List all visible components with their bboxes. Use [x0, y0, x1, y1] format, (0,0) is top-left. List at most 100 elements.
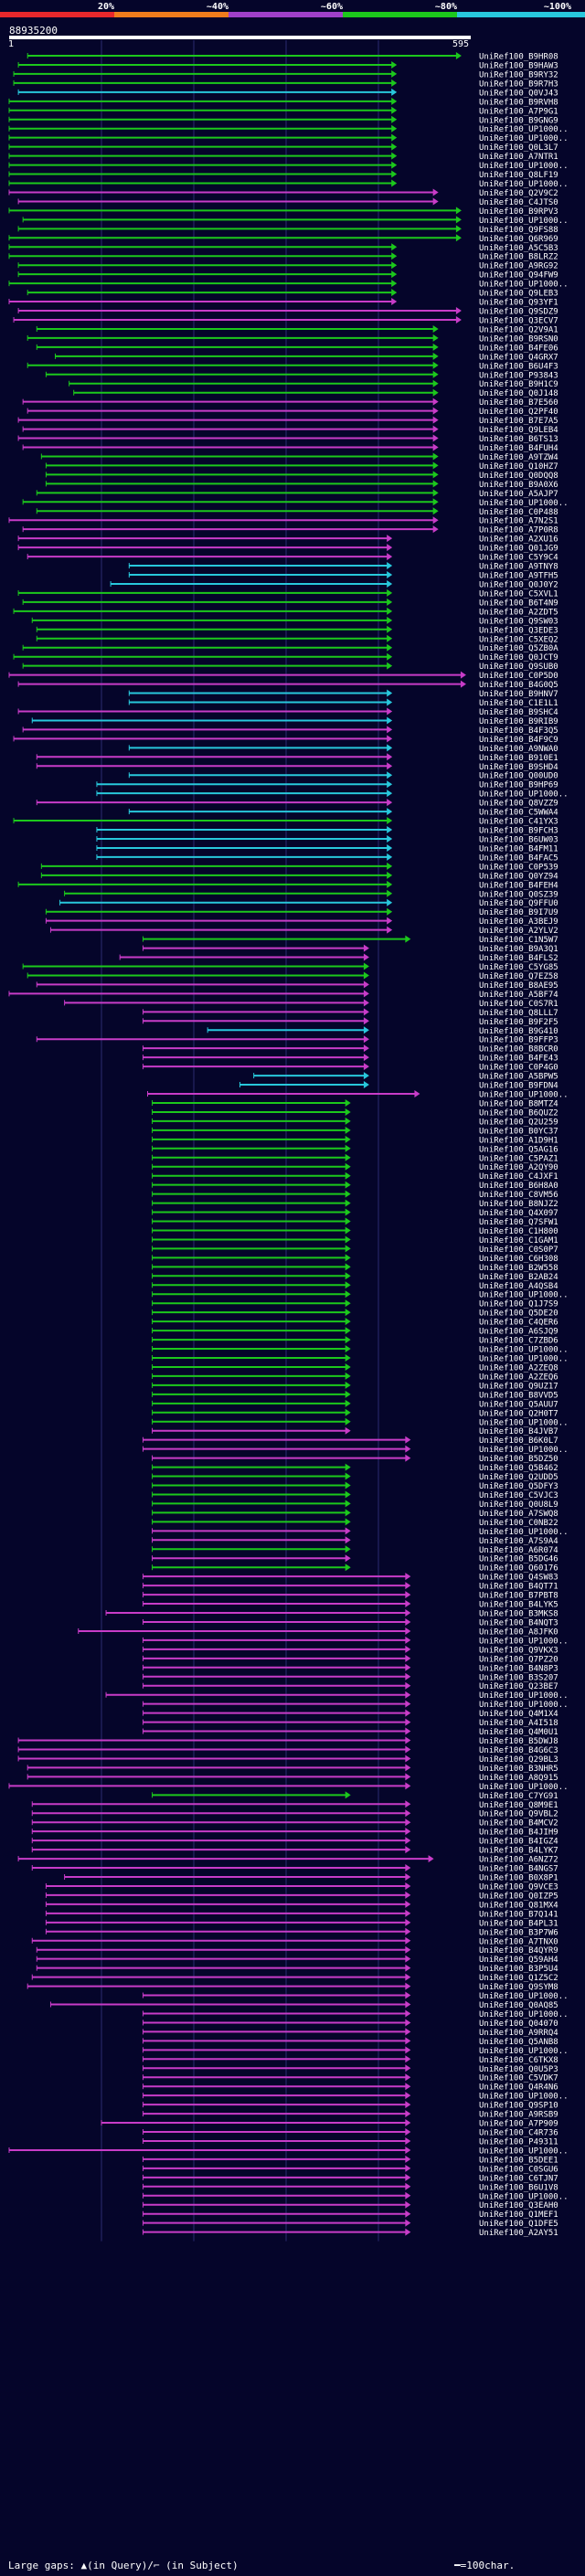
hit-label[interactable]: UniRef100_P93843: [479, 371, 558, 380]
hit-label[interactable]: UniRef100_B9RIB9: [479, 717, 558, 726]
hit-label[interactable]: UniRef100_B3MKS8: [479, 1610, 558, 1619]
hit-label[interactable]: UniRef100_B5DEE1: [479, 2156, 558, 2165]
hit-label[interactable]: UniRef100_B8VVD5: [479, 1391, 558, 1400]
hit-label[interactable]: UniRef100_Q4M0U1: [479, 1728, 558, 1737]
hit-row[interactable]: UniRef100_A5AJP7: [36, 489, 558, 499]
hit-row[interactable]: UniRef100_Q0J148: [73, 388, 558, 399]
hit-row[interactable]: UniRef100_B9RPV3: [8, 207, 558, 217]
hit-row[interactable]: UniRef100_Q9FS88: [17, 225, 558, 235]
hit-label[interactable]: UniRef100_B4FEH4: [479, 881, 558, 890]
hit-row[interactable]: UniRef100_Q4X097: [152, 1208, 558, 1219]
hit-label[interactable]: UniRef100_UP1000..: [479, 1418, 569, 1427]
hit-row[interactable]: UniRef100_B9SHD4: [36, 762, 558, 772]
hit-label[interactable]: UniRef100_UP1000..: [479, 217, 569, 226]
hit-row[interactable]: UniRef100_Q2UDD5: [152, 1472, 558, 1483]
hit-label[interactable]: UniRef100_UP1000..: [479, 281, 569, 290]
hit-row[interactable]: UniRef100_B4LYK5: [142, 1600, 558, 1610]
hit-label[interactable]: UniRef100_B6U1V8: [479, 2183, 558, 2192]
hit-row[interactable]: UniRef100_C1H800: [152, 1226, 558, 1236]
hit-row[interactable]: UniRef100_B4FM11: [96, 843, 558, 854]
hit-label[interactable]: UniRef100_C6H308: [479, 1255, 558, 1264]
hit-row[interactable]: UniRef100_Q1DFE5: [142, 2219, 558, 2230]
hit-label[interactable]: UniRef100_Q9LEB4: [479, 426, 558, 435]
hit-label[interactable]: UniRef100_B9HR08: [479, 53, 558, 62]
hit-label[interactable]: UniRef100_Q4SW83: [479, 1574, 558, 1583]
hit-row[interactable]: UniRef100_A9RG92: [17, 261, 558, 271]
hit-row[interactable]: UniRef100_B6UW03: [96, 834, 558, 845]
hit-row[interactable]: UniRef100_UP1000..: [152, 1290, 569, 1300]
hit-row[interactable]: UniRef100_Q0DQQ8: [45, 471, 558, 481]
hit-label[interactable]: UniRef100_UP1000..: [479, 499, 569, 508]
hit-row[interactable]: UniRef100_B6T4N9: [22, 598, 558, 609]
hit-label[interactable]: UniRef100_Q9VKX3: [479, 1646, 558, 1655]
hit-row[interactable]: UniRef100_A9NWA0: [128, 744, 558, 754]
hit-row[interactable]: UniRef100_B3S207: [142, 1672, 558, 1683]
hit-row[interactable]: UniRef100_Q9VKX3: [142, 1645, 558, 1656]
hit-label[interactable]: UniRef100_B9R7H3: [479, 80, 558, 89]
hit-label[interactable]: UniRef100_Q9FFU0: [479, 899, 558, 908]
hit-row[interactable]: UniRef100_B8BCR0: [142, 1044, 558, 1055]
hit-label[interactable]: UniRef100_A9TZW4: [479, 453, 558, 462]
hit-label[interactable]: UniRef100_A9TFH5: [479, 572, 558, 581]
hit-row[interactable]: UniRef100_A3BEJ9: [45, 917, 558, 928]
hit-label[interactable]: UniRef100_Q8LLL7: [479, 1009, 558, 1018]
hit-row[interactable]: UniRef100_A9TFH5: [128, 571, 558, 581]
hit-label[interactable]: UniRef100_A5BPW5: [479, 1073, 558, 1082]
hit-label[interactable]: UniRef100_B2W558: [479, 1264, 558, 1273]
hit-row[interactable]: UniRef100_B3P7W6: [45, 1927, 558, 1938]
hit-label[interactable]: UniRef100_Q10HZ7: [479, 462, 558, 472]
hit-row[interactable]: UniRef100_C5XVL1: [17, 588, 558, 599]
hit-row[interactable]: UniRef100_Q7PZ20: [142, 1654, 558, 1665]
hit-row[interactable]: UniRef100_A6R074: [152, 1545, 558, 1555]
hit-row[interactable]: UniRef100_Q9SYM8: [27, 1982, 558, 1993]
hit-row[interactable]: UniRef100_Q4GRX7: [55, 352, 558, 363]
hit-row[interactable]: UniRef100_Q4SW83: [142, 1573, 558, 1583]
hit-label[interactable]: UniRef100_B4FLS2: [479, 954, 558, 963]
hit-row[interactable]: UniRef100_UP1000..: [142, 2046, 569, 2056]
hit-label[interactable]: UniRef100_B9I7U9: [479, 908, 558, 917]
hit-label[interactable]: UniRef100_C1H800: [479, 1227, 558, 1236]
hit-row[interactable]: UniRef100_B5DG46: [152, 1554, 558, 1564]
hit-label[interactable]: UniRef100_UP1000..: [479, 2192, 569, 2201]
hit-label[interactable]: UniRef100_B9HNV7: [479, 690, 558, 699]
hit-label[interactable]: UniRef100_A8JFK0: [479, 1627, 558, 1637]
hit-label[interactable]: UniRef100_Q6R969: [479, 235, 558, 244]
hit-row[interactable]: UniRef100_A9TZW4: [40, 452, 558, 462]
hit-label[interactable]: UniRef100_B3S207: [479, 1673, 558, 1682]
hit-row[interactable]: UniRef100_UP1000..: [96, 790, 569, 800]
hit-row[interactable]: UniRef100_B4PL31: [45, 1918, 558, 1929]
hit-row[interactable]: UniRef100_B9A3Q1: [142, 944, 558, 955]
hit-row[interactable]: UniRef100_A4I518: [142, 1718, 558, 1729]
hit-label[interactable]: UniRef100_B0YC37: [479, 1127, 558, 1136]
hit-row[interactable]: UniRef100_A2XU16: [17, 535, 558, 545]
hit-label[interactable]: UniRef100_C5WWA4: [479, 809, 558, 818]
hit-row[interactable]: UniRef100_Q5AG16: [152, 1144, 558, 1155]
hit-label[interactable]: UniRef100_Q9VCE3: [479, 1882, 558, 1892]
hit-row[interactable]: UniRef100_UP1000..: [8, 133, 569, 144]
hit-row[interactable]: UniRef100_Q23BE7: [142, 1681, 558, 1692]
hit-label[interactable]: UniRef100_Q9SDZ9: [479, 308, 558, 317]
hit-label[interactable]: UniRef100_UP1000..: [479, 1637, 569, 1646]
hit-label[interactable]: UniRef100_C6TKX8: [479, 2056, 558, 2065]
hit-row[interactable]: UniRef100_C4QER6: [152, 1318, 558, 1328]
hit-label[interactable]: UniRef100_C5YG85: [479, 963, 558, 972]
hit-row[interactable]: UniRef100_A7N2S1: [8, 516, 558, 526]
hit-label[interactable]: UniRef100_B4LYK7: [479, 1847, 558, 1856]
hit-label[interactable]: UniRef100_B7E7A5: [479, 417, 558, 426]
hit-label[interactable]: UniRef100_Q29BL3: [479, 1755, 558, 1765]
hit-label[interactable]: UniRef100_UP1000..: [479, 180, 569, 189]
hit-label[interactable]: UniRef100_Q0L3L7: [479, 143, 558, 153]
hit-label[interactable]: UniRef100_A7N2S1: [479, 517, 558, 526]
hit-label[interactable]: UniRef100_A2QY90: [479, 1163, 558, 1172]
hit-row[interactable]: UniRef100_A8JFK0: [78, 1627, 558, 1638]
hit-row[interactable]: UniRef100_Q4R4N6: [142, 2083, 558, 2093]
hit-label[interactable]: UniRef100_UP1000..: [479, 2093, 569, 2102]
hit-label[interactable]: UniRef100_A6SJQ9: [479, 1328, 558, 1337]
hit-label[interactable]: UniRef100_B6H8A0: [479, 1182, 558, 1191]
hit-row[interactable]: UniRef100_Q0AQ85: [49, 2000, 558, 2011]
hit-row[interactable]: UniRef100_B9RSN0: [27, 334, 558, 345]
hit-row[interactable]: UniRef100_C0P5D0: [8, 671, 558, 682]
hit-row[interactable]: UniRef100_Q4M1X4: [142, 1709, 558, 1720]
hit-label[interactable]: UniRef100_B9FCH3: [479, 827, 558, 836]
hit-label[interactable]: UniRef100_A3BEJ9: [479, 917, 558, 927]
